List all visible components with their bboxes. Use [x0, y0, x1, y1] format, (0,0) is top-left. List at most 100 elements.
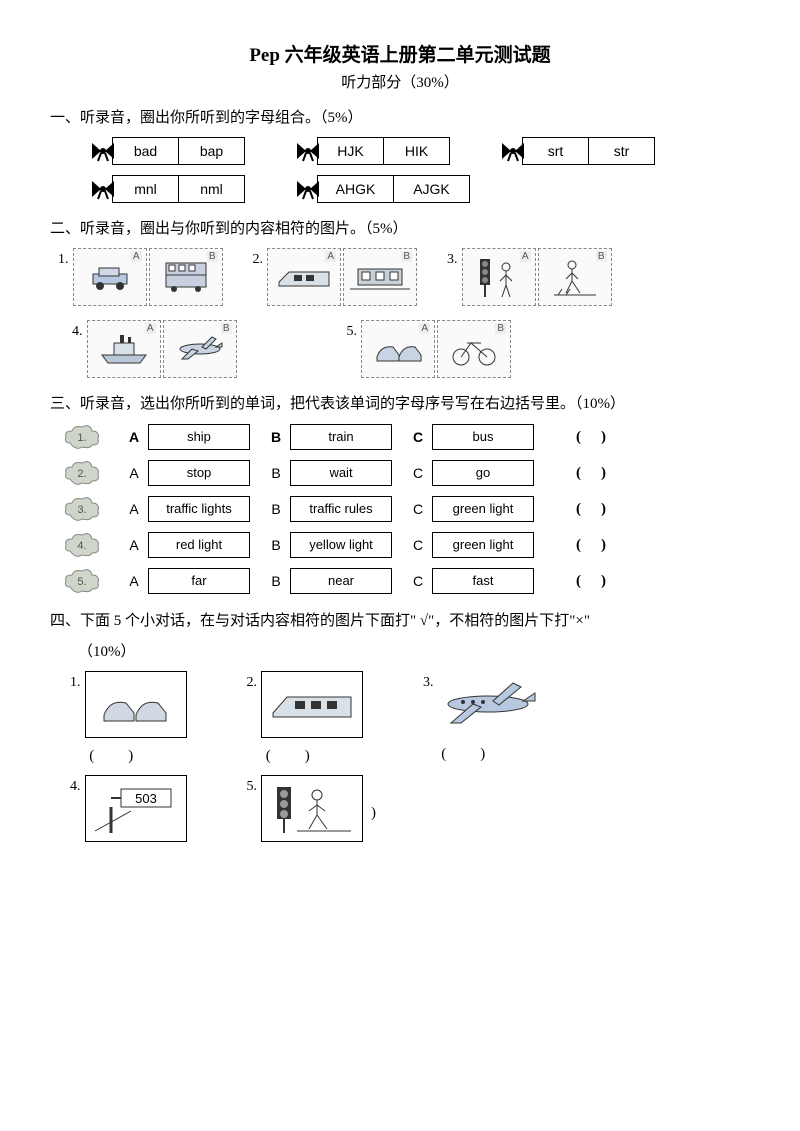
option-cell[interactable]: bad [112, 137, 179, 165]
word-option[interactable]: yellow light [290, 532, 392, 558]
word-option[interactable]: traffic lights [148, 496, 250, 522]
question-number: 2. [253, 252, 264, 268]
q3-row: 4.Ared lightByellow lightCgreen light() [62, 531, 750, 559]
cloud-icon: 2. [62, 459, 102, 487]
q3-row: 2.AstopBwaitCgo() [62, 459, 750, 487]
option-cell[interactable]: srt [522, 137, 589, 165]
picture-option-a[interactable]: A [361, 320, 435, 378]
question-number: 4. [72, 324, 83, 340]
option-label: B [262, 573, 290, 589]
answer-paren[interactable]: () [576, 465, 626, 482]
word-option[interactable]: red light [148, 532, 250, 558]
q4-item-5: 5. ) [247, 775, 377, 842]
picture-box[interactable] [438, 671, 538, 736]
option-label: C [404, 429, 432, 445]
answer-paren[interactable]: () [576, 501, 626, 518]
word-option[interactable]: fast [432, 568, 534, 594]
word-option[interactable]: far [148, 568, 250, 594]
word-option[interactable]: bus [432, 424, 534, 450]
question-number: 5. [247, 779, 258, 795]
shoes-icon [96, 685, 176, 725]
picture-box[interactable] [85, 671, 187, 738]
option-cell[interactable]: str [589, 137, 655, 165]
q3-row: 3.Atraffic lightsBtraffic rulesCgreen li… [62, 495, 750, 523]
picture-option-a[interactable]: A [73, 248, 147, 306]
option-cell[interactable]: HIK [384, 137, 450, 165]
q2-item-2: 2. A B [253, 248, 418, 306]
answer-paren[interactable]: () [266, 748, 344, 765]
word-option[interactable]: wait [290, 460, 392, 486]
option-cell[interactable]: mnl [112, 175, 179, 203]
picture-box[interactable]: 503 [85, 775, 187, 842]
section3-content: 1.AshipBtrainCbus()2.AstopBwaitCgo()3.At… [62, 423, 750, 595]
traffic-light-boy-icon [267, 781, 357, 836]
question-number: 3. [447, 252, 458, 268]
question-number: 1. [58, 252, 69, 268]
section2-head: 二、听录音，圈出与你听到的内容相符的图片。（5%） [50, 217, 750, 238]
picture-option-b[interactable]: B [437, 320, 511, 378]
q3-row: 1.AshipBtrainCbus() [62, 423, 750, 451]
section1-row2: mnlnml AHGKAJGK [90, 175, 750, 203]
question-number: 2. [247, 675, 258, 691]
option-cell[interactable]: bap [179, 137, 245, 165]
picture-option-b[interactable]: B [149, 248, 223, 306]
word-option[interactable]: near [290, 568, 392, 594]
option-cell[interactable]: AHGK [317, 175, 394, 203]
question-number: 1. [70, 675, 81, 691]
crosswalk-icon [550, 255, 600, 299]
pair-2: HJKHIK [295, 137, 450, 165]
option-label: B [262, 429, 290, 445]
svg-text:2.: 2. [77, 468, 86, 480]
option-label: B [262, 501, 290, 517]
section4-content: 1. () 2. () 3. () 4. 503 5. ) [70, 671, 750, 842]
word-option[interactable]: train [290, 424, 392, 450]
answer-paren[interactable]: () [576, 429, 626, 446]
q2-item-4: 4. A B [72, 320, 237, 378]
pair-3: srtstr [500, 137, 655, 165]
answer-paren[interactable]: () [441, 746, 519, 763]
section2-content: 1. A B 2. A B 3. A B 4. A B 5. A B [58, 248, 750, 378]
picture-option-a[interactable]: A [87, 320, 161, 378]
word-option[interactable]: ship [148, 424, 250, 450]
word-option[interactable]: stop [148, 460, 250, 486]
subtitle: 听力部分（30%） [50, 71, 750, 92]
option-label: A [120, 465, 148, 481]
cloud-icon: 4. [62, 531, 102, 559]
answer-paren[interactable]: () [576, 573, 626, 590]
car-icon [85, 262, 135, 292]
q3-row: 5.AfarBnearCfast() [62, 567, 750, 595]
word-option[interactable]: go [432, 460, 534, 486]
plane-icon [172, 331, 228, 367]
train-icon [274, 262, 334, 292]
plane-icon [433, 679, 543, 729]
option-cell[interactable]: nml [179, 175, 245, 203]
q2-item-5: 5. A B [347, 320, 512, 378]
option-cell[interactable]: HJK [317, 137, 384, 165]
option-label: B [262, 537, 290, 553]
pair-5: AHGKAJGK [295, 175, 470, 203]
bow-icon [295, 141, 321, 161]
section4-head: 四、下面 5 个小对话，在与对话内容相符的图片下面打" √"，不相符的图片下打"… [50, 609, 750, 630]
word-option[interactable]: traffic rules [290, 496, 392, 522]
option-label: C [404, 537, 432, 553]
picture-option-b[interactable]: B [163, 320, 237, 378]
svg-text:503: 503 [135, 791, 157, 806]
picture-box[interactable] [261, 775, 363, 842]
picture-option-a[interactable]: A [462, 248, 536, 306]
page-title: Pep 六年级英语上册第二单元测试题 [50, 40, 750, 67]
shoes-icon [371, 331, 425, 367]
word-option[interactable]: green light [432, 532, 534, 558]
section1-head: 一、听录音，圈出你所听到的字母组合。（5%） [50, 106, 750, 127]
picture-box[interactable] [261, 671, 363, 738]
answer-paren[interactable]: () [89, 748, 167, 765]
word-option[interactable]: green light [432, 496, 534, 522]
picture-option-a[interactable]: A [267, 248, 341, 306]
option-label: C [404, 573, 432, 589]
answer-paren[interactable]: () [576, 537, 626, 554]
bow-icon [500, 141, 526, 161]
section3-head: 三、听录音，选出你所听到的单词，把代表该单词的字母序号写在右边括号里。（10%） [50, 392, 750, 413]
picture-option-b[interactable]: B [343, 248, 417, 306]
bow-icon [90, 179, 116, 199]
option-cell[interactable]: AJGK [394, 175, 470, 203]
picture-option-b[interactable]: B [538, 248, 612, 306]
